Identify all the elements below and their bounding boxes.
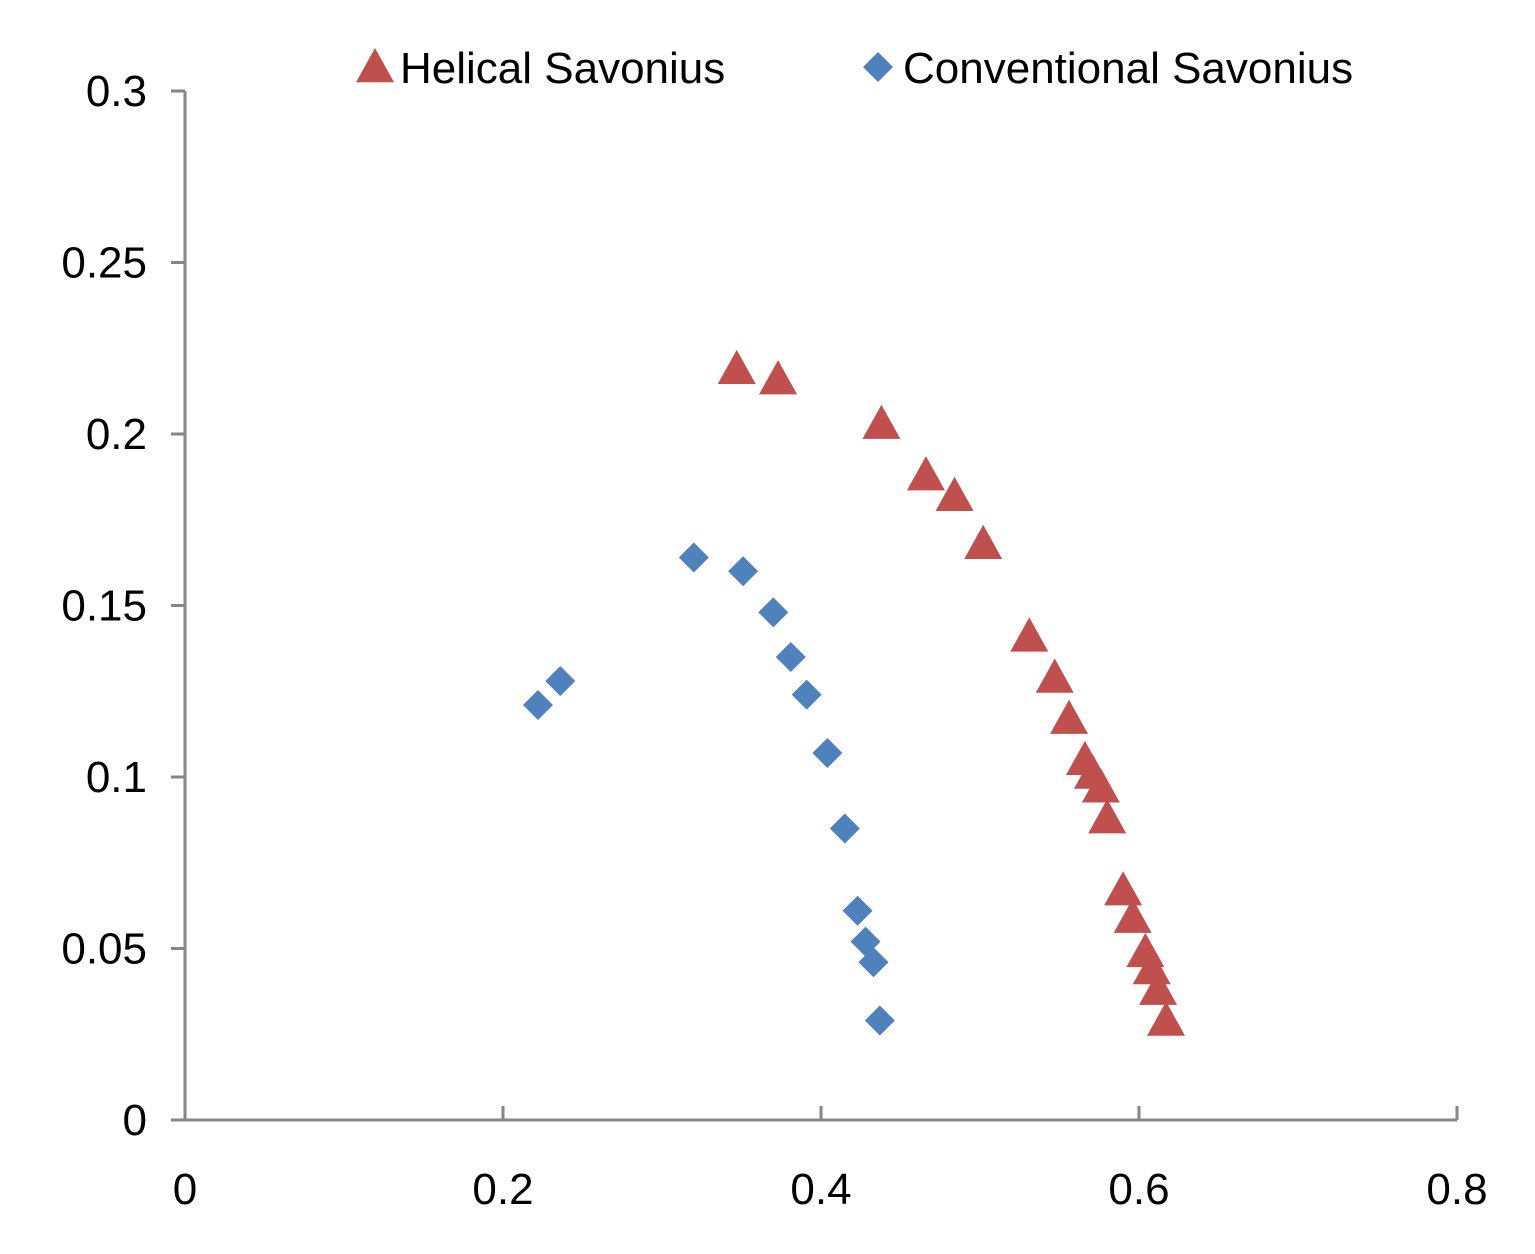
legend-label: Helical Savonius	[400, 44, 725, 93]
data-point	[829, 813, 860, 844]
data-point	[728, 556, 759, 587]
data-point	[759, 360, 798, 395]
data-point	[1081, 768, 1120, 803]
data-point	[906, 456, 945, 491]
data-point	[1035, 658, 1074, 693]
legend-marker-0	[356, 48, 394, 83]
data-point	[858, 947, 889, 978]
x-tick-label: 0.6	[1108, 1165, 1169, 1214]
data-point	[717, 349, 756, 385]
y-tick-label: 0.2	[86, 410, 147, 459]
legend-label: Conventional Savonius	[903, 44, 1353, 93]
y-tick-label: 0.3	[86, 67, 147, 116]
x-tick-label: 0	[173, 1165, 197, 1214]
axes	[171, 89, 1459, 1122]
y-tick-label: 0	[123, 1096, 147, 1145]
data-point	[1132, 950, 1171, 985]
legend: Helical Savonius Conventional Savonius	[356, 44, 1353, 93]
data-point	[812, 737, 843, 768]
data-point	[522, 689, 553, 720]
data-point	[935, 476, 974, 511]
data-point	[758, 597, 789, 628]
data-points	[522, 349, 1186, 1036]
y-tick-label: 0.15	[61, 582, 147, 631]
data-point	[545, 665, 576, 696]
data-point	[791, 679, 822, 710]
x-tick-label: 0.2	[472, 1165, 533, 1214]
data-point	[864, 1005, 895, 1036]
data-point	[1010, 617, 1049, 652]
data-point	[775, 641, 806, 672]
y-tick-label: 0.1	[86, 753, 147, 802]
data-point	[1147, 1001, 1186, 1036]
data-point	[1088, 799, 1127, 834]
data-point	[1113, 898, 1152, 933]
data-point	[1050, 699, 1089, 734]
data-point	[862, 404, 901, 439]
y-tick-label: 0.25	[61, 239, 147, 288]
series-conventional	[522, 542, 895, 1036]
data-point	[964, 524, 1003, 559]
x-tick-label: 0.4	[790, 1165, 851, 1214]
data-point	[1139, 970, 1178, 1005]
data-point	[678, 542, 709, 573]
data-point	[842, 895, 873, 926]
y-tick-label: 0.05	[61, 925, 147, 974]
legend-marker-1	[863, 52, 893, 82]
x-tick-label: 0.8	[1426, 1165, 1487, 1214]
tick-labels: 0 0.05 0.1 0.15 0.2 0.25 0.3 0 0.2 0.4 0.6 0.8	[61, 67, 1487, 1214]
series-helical	[717, 349, 1186, 1036]
data-point	[1104, 871, 1143, 906]
